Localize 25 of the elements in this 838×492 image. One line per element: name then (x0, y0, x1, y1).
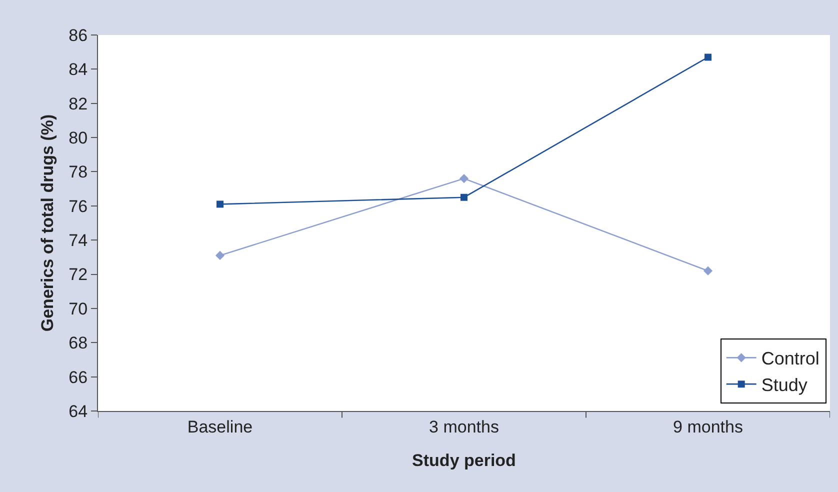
point (215, 250, 225, 260)
x-axis-title: Study period (412, 450, 516, 470)
y-axis-title: Generics of total drugs (%) (38, 114, 58, 332)
y-tick-label: 84 (68, 60, 88, 80)
y-tick-label: 76 (68, 196, 88, 216)
y-tick-label: 78 (68, 162, 88, 182)
point (216, 200, 224, 208)
y-tick-label: 70 (68, 299, 88, 318)
y-tick-label: 74 (68, 231, 88, 250)
point (460, 194, 468, 201)
legend-label: Study (761, 375, 808, 396)
y-tick-label: 68 (68, 334, 88, 353)
point (703, 266, 713, 276)
y-tick-label: 80 (68, 128, 88, 148)
y-tick-label: 82 (68, 94, 88, 114)
x-tick-label: Baseline (187, 417, 253, 436)
legend-label: Control (761, 348, 820, 369)
x-tick-label: 9 months (673, 417, 743, 436)
y-tick-label: 86 (68, 26, 88, 45)
point (704, 54, 712, 61)
y-tick-label: 66 (68, 368, 88, 387)
x-tick-label: 3 months (429, 417, 499, 436)
point (459, 174, 469, 184)
y-tick-label: 64 (68, 402, 88, 421)
y-tick-label: 72 (68, 265, 88, 284)
